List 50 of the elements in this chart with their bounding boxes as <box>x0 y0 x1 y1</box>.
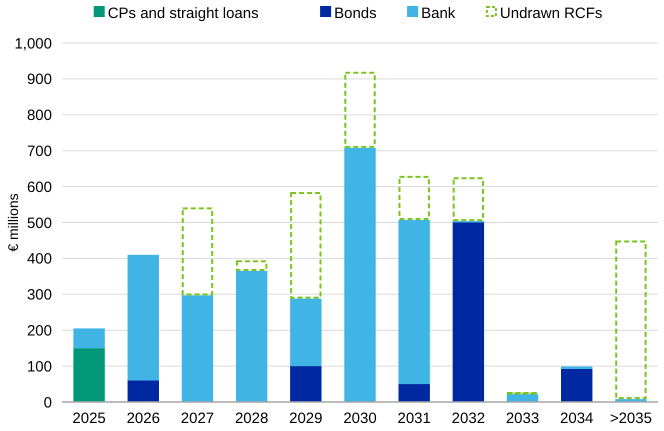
legend-label: CPs and straight loans <box>108 5 259 22</box>
x-tick-label: 2028 <box>234 410 268 427</box>
bar <box>506 394 538 402</box>
x-tick-label: 2031 <box>397 410 431 427</box>
y-tick-label: 600 <box>26 178 52 196</box>
bar <box>344 72 376 148</box>
legend-label: Bank <box>421 5 456 22</box>
x-tick-label: 2033 <box>506 410 540 427</box>
bar <box>290 192 322 299</box>
bar <box>128 380 159 402</box>
y-tick-label: 1,000 <box>14 35 52 52</box>
bar <box>73 328 105 348</box>
bar <box>398 220 430 384</box>
bar <box>452 222 484 402</box>
y-tick-label: 400 <box>26 250 52 268</box>
y-tick-label: 0 <box>44 394 52 412</box>
x-tick-label: 2032 <box>452 410 486 427</box>
bar <box>398 176 430 220</box>
x-tick-label: 2026 <box>126 410 160 427</box>
legend-label: Bonds <box>334 5 377 22</box>
y-tick-label: 800 <box>26 107 52 124</box>
x-tick-label: 2030 <box>343 410 377 427</box>
bar <box>236 270 268 402</box>
legend-label: Undrawn RCFs <box>500 5 602 22</box>
y-tick-label: 300 <box>26 286 52 304</box>
bar <box>452 177 484 222</box>
bar <box>290 366 322 402</box>
bar <box>236 260 268 271</box>
bar <box>561 368 592 402</box>
x-tick-label: 2029 <box>289 410 323 427</box>
y-axis-title: € millions <box>5 193 21 252</box>
bar <box>506 392 538 394</box>
x-tick-label: 2025 <box>72 410 106 427</box>
y-tick-label: 700 <box>26 142 52 160</box>
bar <box>182 207 214 296</box>
bar <box>561 366 592 369</box>
y-tick-label: 200 <box>26 322 52 340</box>
bar <box>290 298 322 366</box>
bar <box>128 254 159 380</box>
bar <box>615 240 647 400</box>
y-tick-label: 100 <box>26 358 52 376</box>
bar <box>73 348 105 402</box>
bar <box>182 295 214 402</box>
y-tick-label: 500 <box>26 214 52 232</box>
bar <box>344 148 376 402</box>
y-tick-label: 900 <box>26 71 52 88</box>
bar <box>398 384 430 402</box>
x-tick-label: 2034 <box>560 410 594 427</box>
x-tick-label: >2035 <box>610 410 652 427</box>
x-tick-label: 2027 <box>180 410 214 427</box>
